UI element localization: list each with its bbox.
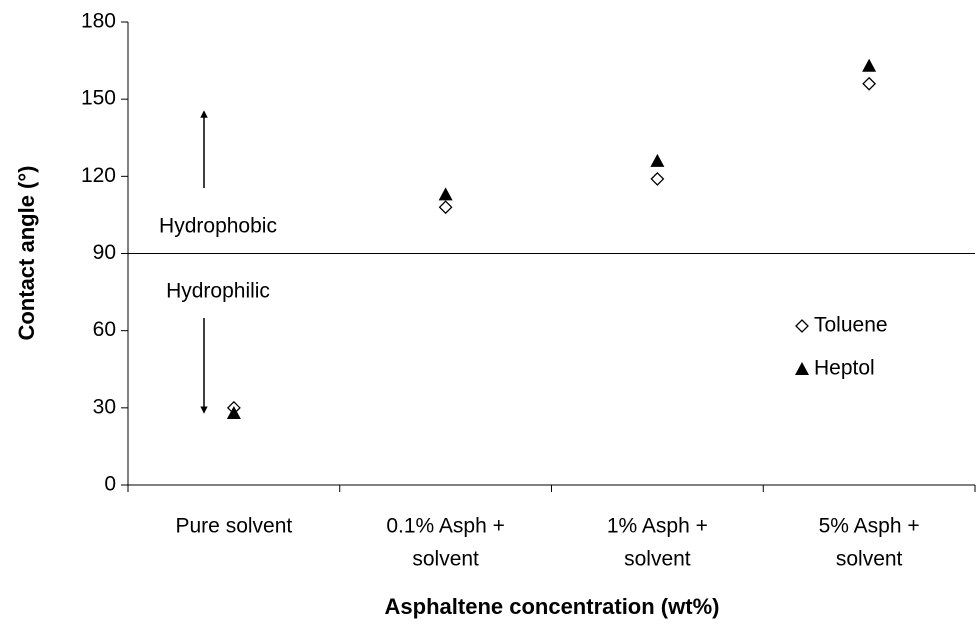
y-tick-label: 120 [81,164,116,187]
x-tick-label: solvent [412,548,479,571]
x-tick-label: 1% Asph + [607,515,708,538]
point [795,362,809,375]
y-tick-label: 150 [81,87,116,110]
x-axis-title: Asphaltene concentration (wt%) [385,594,720,619]
point [795,319,809,333]
x-tick-label: Pure solvent [176,515,293,538]
point [862,58,877,72]
point [862,76,877,91]
y-tick-label: 180 [81,10,116,33]
x-tick-label: 5% Asph + [819,515,920,538]
annotation: Hydrophobic [159,215,277,238]
y-tick-label: 30 [93,395,116,418]
legend-label: Toluene [814,314,888,337]
point [438,187,453,201]
point [438,200,453,215]
x-tick-label: solvent [624,548,691,571]
legend-label: Heptol [814,357,875,380]
y-axis-title: Contact angle (°) [14,165,39,340]
x-tick-label: 0.1% Asph + [386,515,505,538]
y-tick-label: 60 [93,318,116,341]
point [226,405,241,419]
point [650,171,665,186]
y-tick-label: 0 [104,473,116,496]
x-tick-label: solvent [836,548,903,571]
annotation: Hydrophilic [166,280,270,303]
point [650,153,665,167]
y-tick-label: 90 [93,241,116,264]
